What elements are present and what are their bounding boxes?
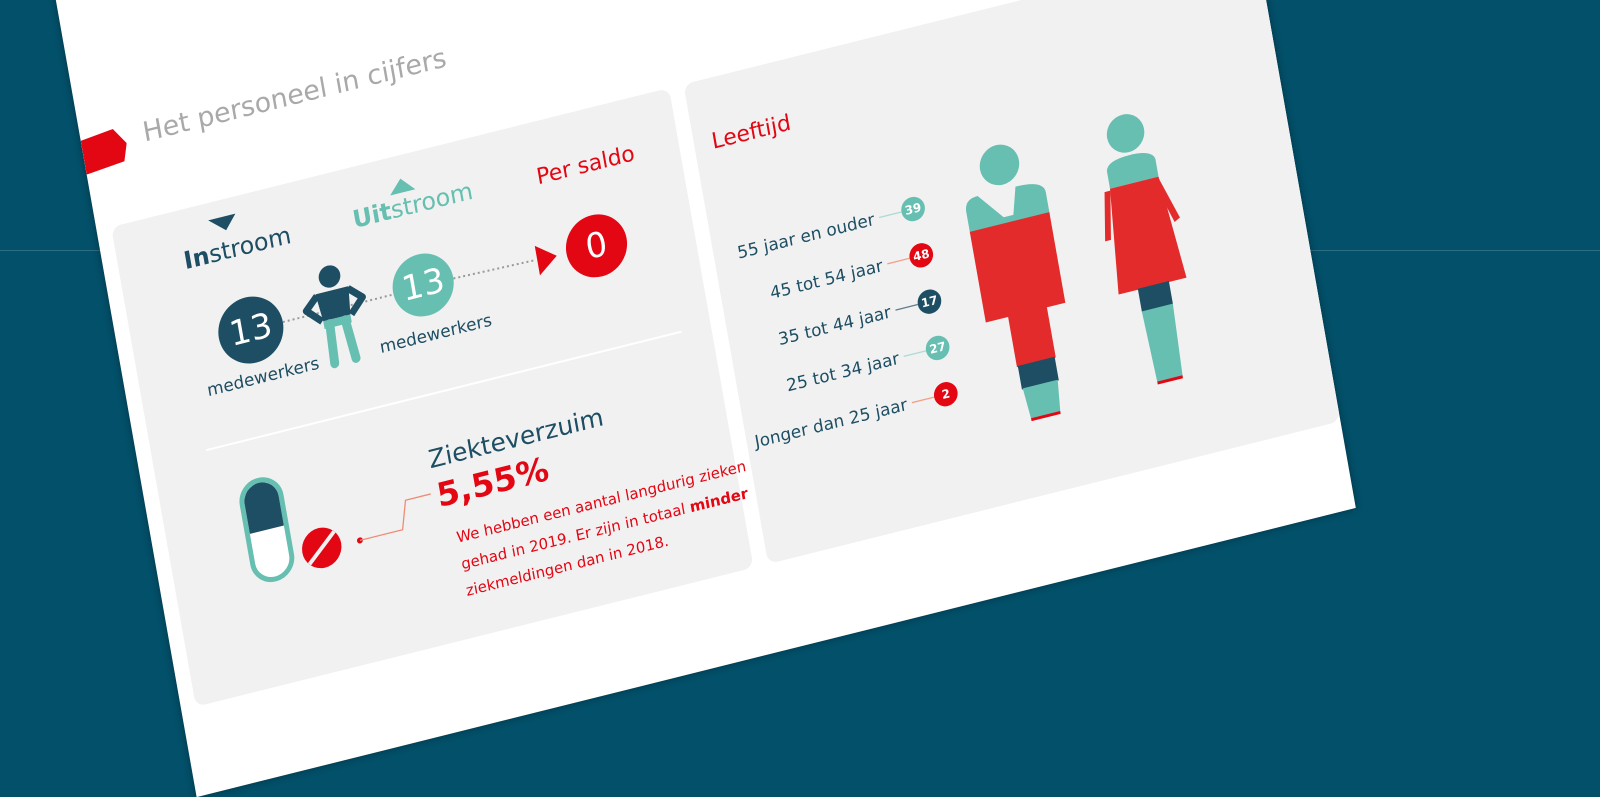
age-badge: 48 <box>909 243 934 268</box>
female-figure-icon <box>1104 114 1187 385</box>
age-badge: 17 <box>917 289 942 314</box>
age-connectors <box>879 211 935 404</box>
svg-text:17: 17 <box>920 293 939 311</box>
male-figure-icon <box>965 144 1066 422</box>
person-icon <box>302 265 366 369</box>
svg-text:27: 27 <box>928 339 947 357</box>
capsule-icon <box>239 477 295 583</box>
svg-text:39: 39 <box>904 200 923 218</box>
svg-text:48: 48 <box>912 246 931 264</box>
dotted-connector <box>453 259 536 280</box>
connector-line <box>359 493 431 542</box>
infographic-page: Het personeel in cijfers Instroom Uitstr… <box>47 0 1356 797</box>
svg-text:2: 2 <box>941 386 952 402</box>
graphics-layer: 39 48 17 27 2 <box>206 114 1187 583</box>
uitstroom-arrow-icon <box>390 178 416 196</box>
panel-divider <box>206 330 682 452</box>
instroom-arrow-icon <box>208 213 236 231</box>
saldo-arrow-icon <box>534 245 557 276</box>
age-badge: 2 <box>933 382 958 407</box>
age-badge: 39 <box>901 196 925 222</box>
age-badge: 27 <box>925 335 950 361</box>
tablet-icon <box>302 527 342 569</box>
